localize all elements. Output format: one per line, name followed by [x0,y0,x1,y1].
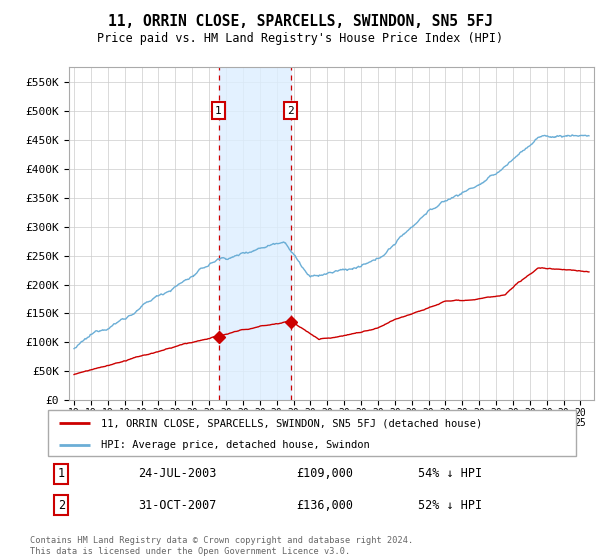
Text: Contains HM Land Registry data © Crown copyright and database right 2024.
This d: Contains HM Land Registry data © Crown c… [30,536,413,556]
Text: 2: 2 [58,498,65,512]
Text: 24-JUL-2003: 24-JUL-2003 [138,468,216,480]
Text: 31-OCT-2007: 31-OCT-2007 [138,498,216,512]
Text: £109,000: £109,000 [296,468,353,480]
Text: 52% ↓ HPI: 52% ↓ HPI [418,498,482,512]
Text: 11, ORRIN CLOSE, SPARCELLS, SWINDON, SN5 5FJ: 11, ORRIN CLOSE, SPARCELLS, SWINDON, SN5… [107,14,493,29]
Text: Price paid vs. HM Land Registry's House Price Index (HPI): Price paid vs. HM Land Registry's House … [97,32,503,45]
FancyBboxPatch shape [48,410,576,456]
Bar [218,67,290,400]
Text: HPI: Average price, detached house, Swindon: HPI: Average price, detached house, Swin… [101,440,370,450]
Text: 54% ↓ HPI: 54% ↓ HPI [418,468,482,480]
Text: 1: 1 [58,468,65,480]
Text: 11, ORRIN CLOSE, SPARCELLS, SWINDON, SN5 5FJ (detached house): 11, ORRIN CLOSE, SPARCELLS, SWINDON, SN5… [101,418,482,428]
Text: 1: 1 [215,106,222,116]
Text: £136,000: £136,000 [296,498,353,512]
Text: 2: 2 [287,106,294,116]
